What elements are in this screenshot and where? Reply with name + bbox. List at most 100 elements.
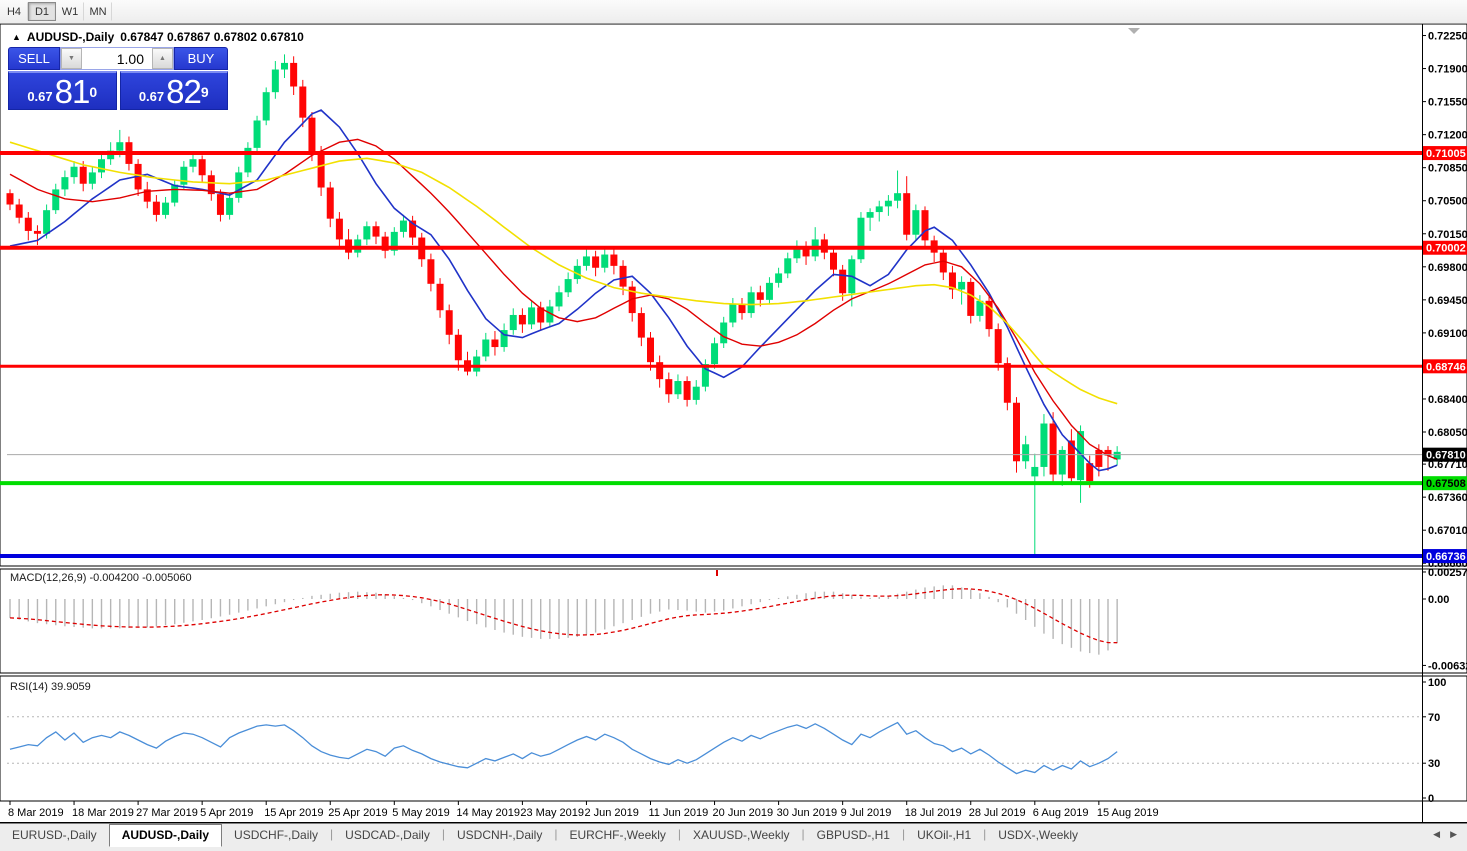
macd-axis-label: 0.002574 bbox=[1428, 567, 1467, 579]
volume-input[interactable] bbox=[82, 48, 152, 69]
ma-mid-line bbox=[9, 138, 1118, 461]
candle-body bbox=[637, 313, 645, 338]
candle-body bbox=[427, 259, 435, 284]
tab-usdx-weekly[interactable]: USDX-,Weekly bbox=[998, 828, 1079, 842]
candle-body bbox=[619, 265, 627, 287]
candle-body bbox=[491, 339, 499, 348]
tab-usdcad-daily[interactable]: USDCAD-,Daily bbox=[345, 828, 430, 842]
ma-fast-line bbox=[9, 109, 1118, 472]
tabs-scroll-right-icon[interactable]: ▶ bbox=[1450, 829, 1457, 839]
buy-price-display[interactable]: 0.67 82 9 bbox=[119, 71, 228, 110]
candle-body bbox=[52, 189, 60, 211]
level-price-badge-label: 0.71005 bbox=[1426, 148, 1466, 160]
volume-decrease-button[interactable]: ▼ bbox=[61, 48, 82, 69]
tab-xauusd-weekly[interactable]: XAUUSD-,Weekly bbox=[693, 828, 790, 842]
chart-title: ▲ AUDUSD-,Daily 0.67847 0.67867 0.67802 … bbox=[12, 30, 304, 44]
tab-audusd-daily[interactable]: AUDUSD-,Daily bbox=[108, 824, 223, 847]
date-tick-label: 18 Jul 2019 bbox=[905, 807, 962, 819]
date-tick-label: 5 Apr 2019 bbox=[200, 807, 253, 819]
candle-body bbox=[711, 343, 719, 365]
candle-body bbox=[857, 217, 865, 260]
buy-price-pips: 82 bbox=[166, 73, 202, 110]
tab-eurusd-daily[interactable]: EURUSD-,Daily bbox=[12, 828, 97, 842]
candle-body bbox=[363, 226, 371, 240]
timeframe-button-h4[interactable]: H4 bbox=[0, 2, 28, 21]
chart-tab-bar: EURUSD-,Daily AUDUSD-,Daily USDCHF-,Daily |… bbox=[0, 823, 1467, 851]
candle-body bbox=[738, 303, 746, 314]
candle-body bbox=[601, 254, 609, 268]
candle-body bbox=[610, 254, 618, 266]
candle-body bbox=[308, 117, 316, 152]
candle-body bbox=[244, 147, 252, 173]
collapse-panel-icon[interactable]: ▲ bbox=[12, 32, 21, 42]
tab-separator: | bbox=[441, 827, 445, 841]
rsi-axis-label: 30 bbox=[1428, 758, 1440, 770]
price-tick-label: 0.67010 bbox=[1428, 525, 1467, 537]
candle-body bbox=[1058, 449, 1066, 475]
tab-ukoil-h1[interactable]: UKOil-,H1 bbox=[917, 828, 972, 842]
rsi-indicator: 100 70 30 0 bbox=[7, 677, 1446, 805]
macd-indicator: 0.002574 0.00 -0.006326 bbox=[9, 567, 1467, 672]
candle-body bbox=[33, 230, 41, 234]
level-price-badge bbox=[1423, 359, 1467, 374]
date-axis[interactable]: 8 Mar 2019 18 Mar 2019 27 Mar 2019 5 Apr 20… bbox=[8, 801, 1159, 819]
candle-body bbox=[281, 62, 288, 70]
timeframe-toolbar: H4 D1 W1 MN bbox=[0, 0, 1467, 24]
candle-body bbox=[921, 210, 929, 241]
candle-body bbox=[1003, 363, 1011, 403]
timeframe-button-d1[interactable]: D1 bbox=[28, 2, 56, 21]
tabs-scroll-left-icon[interactable]: ◀ bbox=[1433, 829, 1441, 839]
level-price-badge bbox=[1423, 476, 1467, 491]
candle-body bbox=[582, 256, 590, 266]
candle-body bbox=[1049, 423, 1057, 475]
buy-price-point: 9 bbox=[200, 84, 209, 100]
candle-body bbox=[390, 231, 398, 251]
candle-body bbox=[454, 334, 462, 361]
rsi-axis-label: 0 bbox=[1428, 793, 1434, 805]
timeframe-button-mn[interactable]: MN bbox=[84, 2, 112, 21]
candle-body bbox=[665, 379, 673, 395]
timeframe-button-w1[interactable]: W1 bbox=[56, 2, 84, 21]
sell-price-display[interactable]: 0.67 81 0 bbox=[8, 71, 117, 110]
candle-body bbox=[784, 258, 792, 274]
candle-body bbox=[1031, 466, 1039, 477]
ma-slow-line bbox=[9, 141, 1118, 405]
candle-body bbox=[948, 272, 956, 290]
buy-button[interactable]: BUY bbox=[174, 47, 228, 70]
price-tick-label: 0.68400 bbox=[1428, 394, 1467, 406]
tab-separator: | bbox=[983, 827, 987, 841]
rsi-indicator-label: RSI(14) 39.9059 bbox=[10, 681, 91, 693]
rsi-axis-label: 100 bbox=[1428, 677, 1446, 689]
tab-gbpusd-h1[interactable]: GBPUSD-,H1 bbox=[816, 828, 890, 842]
candle-body bbox=[290, 62, 298, 87]
candle-body bbox=[765, 282, 773, 300]
candle-body bbox=[271, 69, 279, 93]
date-tick-label: 23 May 2019 bbox=[520, 807, 584, 819]
candle-body bbox=[189, 159, 197, 167]
tab-separator: | bbox=[677, 827, 682, 841]
candle-body bbox=[573, 265, 581, 280]
candle-body bbox=[509, 314, 517, 331]
shift-end-marker-icon bbox=[1128, 28, 1140, 34]
volume-increase-button[interactable]: ▲ bbox=[152, 48, 173, 69]
candle-body bbox=[967, 281, 975, 316]
date-tick-label: 14 May 2019 bbox=[456, 807, 520, 819]
tab-eurchf-weekly[interactable]: EURCHF-,Weekly bbox=[569, 828, 666, 842]
sell-button[interactable]: SELL bbox=[8, 47, 60, 70]
candle-body bbox=[445, 310, 453, 335]
level-price-badge-label: 0.67508 bbox=[1426, 478, 1466, 490]
tab-usdchf-daily[interactable]: USDCHF-,Daily bbox=[234, 828, 319, 842]
candle-body bbox=[692, 386, 700, 400]
tab-usdcnh-daily[interactable]: USDCNH-,Daily bbox=[456, 828, 543, 842]
candle-body bbox=[592, 256, 600, 268]
candle-body bbox=[894, 193, 902, 201]
candle-body bbox=[884, 200, 892, 207]
candle-body bbox=[335, 218, 343, 240]
date-tick-label: 8 Mar 2019 bbox=[8, 807, 64, 819]
price-tick-label: 0.69450 bbox=[1428, 295, 1467, 307]
candle-body bbox=[647, 337, 654, 363]
candle-body bbox=[436, 283, 444, 311]
candle-body bbox=[1067, 440, 1075, 479]
tab-separator: | bbox=[330, 827, 334, 841]
